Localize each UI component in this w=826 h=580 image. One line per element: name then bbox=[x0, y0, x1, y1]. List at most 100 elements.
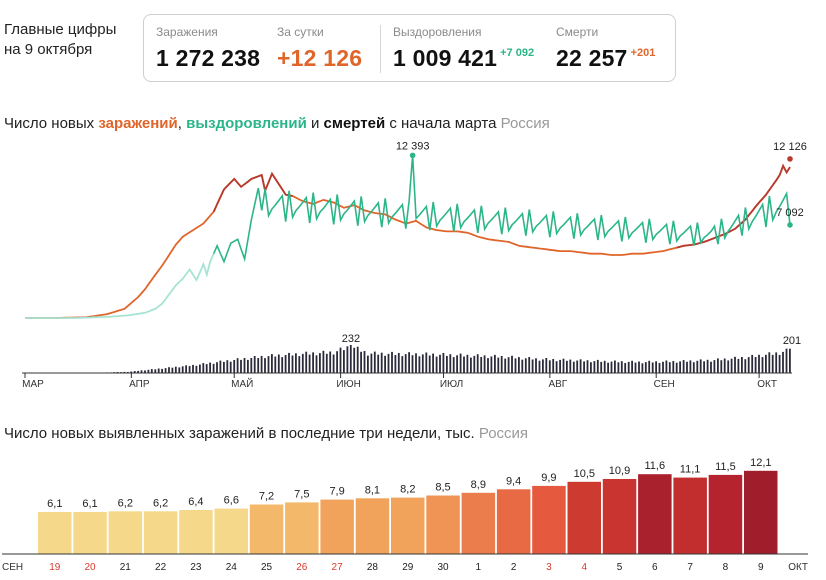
month-left-label: СЕН bbox=[2, 562, 23, 573]
death-bar bbox=[631, 360, 633, 373]
death-bar bbox=[174, 366, 177, 373]
day-label: 4 bbox=[582, 562, 588, 573]
death-bar bbox=[535, 358, 537, 373]
death-bar bbox=[171, 367, 174, 373]
chart1-title-recoveries: выздоровлений bbox=[186, 115, 307, 132]
infections-label: Заражения bbox=[156, 25, 218, 39]
death-bar bbox=[494, 354, 496, 373]
death-bar bbox=[380, 352, 383, 373]
death-bar bbox=[346, 346, 349, 373]
recovered-delta: +7 092 bbox=[500, 47, 535, 59]
death-bar bbox=[459, 353, 462, 373]
death-bar bbox=[336, 351, 338, 373]
death-bar bbox=[720, 360, 723, 373]
daily-value: +12 126 bbox=[277, 45, 363, 71]
death-bar bbox=[470, 357, 472, 373]
death-bar bbox=[384, 355, 386, 373]
death-bar bbox=[322, 350, 325, 373]
death-bar bbox=[312, 352, 314, 373]
death-bar bbox=[240, 359, 242, 373]
death-bar bbox=[353, 347, 356, 373]
death-bar bbox=[428, 355, 431, 373]
recovered-stat: Выздоровления 1 009 421 +7 092 bbox=[393, 25, 534, 72]
death-bar bbox=[754, 357, 757, 373]
death-bar bbox=[758, 354, 760, 373]
death-bar bbox=[480, 357, 483, 373]
bar bbox=[73, 512, 107, 554]
death-bar bbox=[456, 355, 458, 373]
death-bar bbox=[308, 354, 311, 373]
bar bbox=[320, 499, 354, 554]
death-bar bbox=[274, 356, 277, 373]
death-bar bbox=[178, 367, 181, 373]
death-bar bbox=[583, 361, 585, 373]
chart1-title-and: и bbox=[306, 115, 324, 132]
bar-value-label: 6,2 bbox=[153, 497, 168, 509]
death-bar bbox=[442, 353, 445, 373]
bar-value-label: 6,2 bbox=[118, 497, 133, 509]
death-bar bbox=[600, 361, 603, 373]
death-bar bbox=[271, 354, 273, 373]
death-bar bbox=[397, 353, 400, 373]
death-bar bbox=[137, 370, 139, 373]
bar bbox=[355, 498, 390, 554]
bar bbox=[38, 512, 72, 554]
bar bbox=[179, 510, 213, 554]
bar bbox=[532, 485, 566, 554]
death-bar bbox=[298, 356, 301, 373]
bar-value-label: 7,9 bbox=[329, 486, 344, 498]
daily-stat: За сутки +12 126 bbox=[277, 25, 362, 72]
death-bar bbox=[586, 360, 589, 373]
death-bar bbox=[325, 353, 328, 373]
month-label: СЕН bbox=[654, 379, 675, 390]
death-bar bbox=[432, 353, 434, 373]
bar bbox=[673, 477, 707, 554]
death-bar bbox=[229, 361, 232, 373]
death-bar bbox=[247, 359, 249, 373]
bar bbox=[602, 479, 637, 554]
death-bar bbox=[620, 361, 623, 373]
death-bar bbox=[638, 361, 640, 373]
death-bar bbox=[658, 363, 661, 373]
chart1-title: Число новых заражений, выздоровлений и с… bbox=[4, 115, 550, 132]
death-bar bbox=[727, 360, 730, 373]
recoveries-end-label: 7 092 bbox=[776, 207, 804, 219]
day-label: 21 bbox=[120, 562, 132, 573]
death-bar bbox=[404, 354, 407, 373]
death-bar bbox=[466, 354, 469, 373]
month-label: МАЙ bbox=[231, 377, 253, 390]
day-label: 20 bbox=[84, 562, 96, 573]
death-bar bbox=[713, 360, 716, 373]
death-bar bbox=[548, 360, 551, 373]
bar-value-label: 6,4 bbox=[188, 496, 203, 508]
bar bbox=[285, 502, 319, 554]
bar bbox=[391, 497, 425, 554]
recoveries-early-line bbox=[25, 253, 215, 319]
death-bar bbox=[277, 354, 280, 373]
death-bar bbox=[692, 362, 695, 373]
bar bbox=[249, 504, 284, 554]
death-bar bbox=[545, 358, 548, 373]
death-bar bbox=[778, 355, 781, 373]
bar-value-label: 11,1 bbox=[680, 464, 701, 476]
death-bar bbox=[401, 356, 404, 373]
death-bar bbox=[195, 365, 198, 373]
daily-label: За сутки bbox=[277, 25, 324, 39]
day-label: 24 bbox=[226, 562, 238, 573]
month-right-label: ОКТ bbox=[788, 562, 808, 573]
death-bar bbox=[147, 369, 150, 373]
death-bar bbox=[514, 358, 517, 373]
day-label: 30 bbox=[437, 562, 449, 573]
bar-value-label: 12,1 bbox=[750, 457, 771, 469]
death-bar bbox=[140, 370, 143, 373]
day-label: 9 bbox=[758, 562, 764, 573]
bar-value-label: 11,5 bbox=[715, 461, 736, 473]
death-bar bbox=[329, 351, 332, 373]
death-bar bbox=[603, 360, 606, 373]
death-bar bbox=[226, 360, 229, 373]
death-bar bbox=[596, 359, 599, 373]
death-bar bbox=[590, 362, 592, 373]
month-label: АВГ bbox=[548, 379, 567, 390]
death-bar bbox=[617, 362, 620, 373]
three-weeks-bar-chart: 6,1196,1206,2216,2226,4236,6247,2257,526… bbox=[2, 457, 808, 573]
